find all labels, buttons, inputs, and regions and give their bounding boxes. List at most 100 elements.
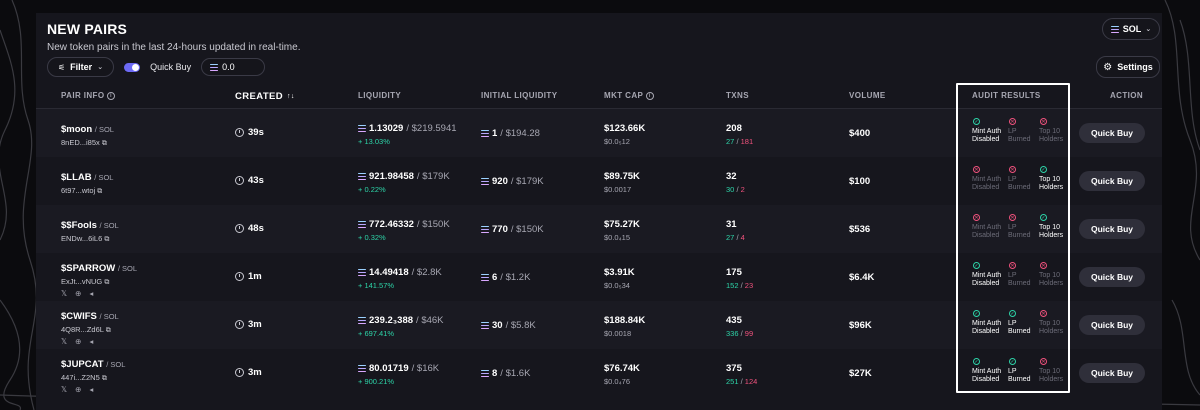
audit-lp: ✓ LP Burned <box>1008 310 1040 336</box>
mkt-cap-value: $3.91K <box>604 267 635 278</box>
mkt-cap-value: $89.75K <box>604 171 640 182</box>
copy-icon[interactable]: ⧉ <box>101 375 107 382</box>
chevron-down-icon: ⌄ <box>97 64 104 71</box>
quick-buy-toggle[interactable] <box>124 62 141 72</box>
check-circle-icon: ✓ <box>973 118 980 125</box>
audit-top10: ✕ Top 10 Holders <box>1039 358 1071 384</box>
quick-buy-button[interactable]: Quick Buy <box>1079 123 1145 143</box>
copy-icon[interactable]: ⧉ <box>101 140 107 147</box>
copy-icon[interactable]: ⧉ <box>97 188 103 195</box>
column-header-action: ACTION <box>1110 91 1144 100</box>
quick-buy-button[interactable]: Quick Buy <box>1079 267 1145 287</box>
audit-mint: ✓ Mint Auth Disabled <box>972 310 1004 336</box>
audit-label: Mint Auth Disabled <box>972 368 1002 383</box>
filter-button[interactable]: ⚟ Filter ⌄ <box>47 57 115 77</box>
solana-icon <box>358 269 366 277</box>
token-price: $0.0₄76 <box>604 377 631 386</box>
liquidity-change: + 0.32% <box>358 233 386 242</box>
copy-icon[interactable]: ⧉ <box>104 236 110 243</box>
quick-buy-label: Quick Buy <box>150 62 192 72</box>
txns-buys: 30 <box>726 185 735 194</box>
txns-sells: 99 <box>744 329 754 338</box>
x-circle-icon: ✕ <box>973 214 980 221</box>
column-header-volume: VOLUME <box>849 91 886 100</box>
liquidity-cell: 239.2₃388/ $46K + 697.41% <box>358 315 444 338</box>
pair-info-cell[interactable]: $SPARROW / SOL ExJt...vNUG ⧉ 𝕏 ⊕ ◂ <box>61 263 138 298</box>
x-circle-icon: ✕ <box>973 166 980 173</box>
chain-selector-button[interactable]: SOL ⌄ <box>1102 18 1160 40</box>
social-links[interactable]: 𝕏 ⊕ ◂ <box>61 337 97 346</box>
x-circle-icon: ✕ <box>1009 262 1016 269</box>
audit-label: Top 10 Holders <box>1039 224 1064 239</box>
token-chain: SOL <box>122 264 138 273</box>
table-row[interactable]: $moon / SOL 8nED...i85x ⧉ 39s 1.13029/ $… <box>36 109 1162 157</box>
table-row[interactable]: $LLAB / SOL 6t97...wtoj ⧉ 43s 921.98458/… <box>36 157 1162 205</box>
audit-lp: ✓ LP Burned <box>1008 358 1040 384</box>
token-address: 447i...Z2N5 <box>61 373 100 382</box>
pair-info-cell[interactable]: $CWIFS / SOL 4Q8R...Zd6L ⧉ 𝕏 ⊕ ◂ <box>61 311 119 346</box>
table-row[interactable]: $SPARROW / SOL ExJt...vNUG ⧉ 𝕏 ⊕ ◂ 1m 14… <box>36 253 1162 301</box>
solana-icon <box>481 226 489 234</box>
info-icon: i <box>645 91 654 100</box>
settings-button[interactable]: ⚙ Settings <box>1096 56 1160 78</box>
quick-buy-button[interactable]: Quick Buy <box>1079 219 1145 239</box>
txns-buys: 336 <box>726 329 739 338</box>
created-cell: 48s <box>235 223 264 234</box>
token-symbol: $moon <box>61 124 93 135</box>
quick-buy-amount-value: 0.0 <box>222 62 235 72</box>
quick-buy-button[interactable]: Quick Buy <box>1079 363 1145 383</box>
audit-label: LP Burned <box>1008 224 1031 239</box>
table-row[interactable]: $CWIFS / SOL 4Q8R...Zd6L ⧉ 𝕏 ⊕ ◂ 3m 239.… <box>36 301 1162 349</box>
token-chain: SOL <box>103 312 119 321</box>
txns-buys: 27 <box>726 233 735 242</box>
social-links[interactable]: 𝕏 ⊕ ◂ <box>61 385 97 394</box>
new-pairs-panel: NEW PAIRS New token pairs in the last 24… <box>36 13 1162 410</box>
table-row[interactable]: $$Fools / SOL ENDw...6iL6 ⧉ 48s 772.4633… <box>36 205 1162 253</box>
initial-liquidity-cell: 920 / $179K <box>481 176 544 187</box>
mkt-cap-cell: $188.84K $0.0018 <box>604 315 645 338</box>
pair-info-cell[interactable]: $moon / SOL 8nED...i85x ⧉ <box>61 124 114 147</box>
token-address: ExJt...vNUG <box>61 277 103 286</box>
audit-label: LP Burned <box>1008 176 1031 191</box>
created-age: 1m <box>248 271 262 282</box>
created-cell: 3m <box>235 319 262 330</box>
solana-icon <box>481 322 489 330</box>
quick-buy-amount-input[interactable]: 0.0 <box>201 58 266 76</box>
panel-header: NEW PAIRS New token pairs in the last 24… <box>47 21 300 53</box>
social-links[interactable]: 𝕏 ⊕ ◂ <box>61 289 97 298</box>
x-circle-icon: ✕ <box>1040 358 1047 365</box>
header-divider <box>36 108 1162 109</box>
copy-icon[interactable]: ⧉ <box>105 327 111 334</box>
pair-info-cell[interactable]: $JUPCAT / SOL 447i...Z2N5 ⧉ 𝕏 ⊕ ◂ <box>61 359 126 394</box>
txns-buys: 152 <box>726 281 739 290</box>
created-cell: 43s <box>235 175 264 186</box>
page-title: NEW PAIRS <box>47 21 128 37</box>
txns-total: 175 <box>726 267 742 278</box>
column-header-liquidity: LIQUIDITY <box>358 91 402 100</box>
token-price: $0.0₅12 <box>604 137 630 146</box>
txns-sells: 181 <box>740 137 754 146</box>
solana-icon <box>358 317 366 325</box>
pair-info-cell[interactable]: $LLAB / SOL 6t97...wtoj ⧉ <box>61 172 114 195</box>
quick-buy-button[interactable]: Quick Buy <box>1079 315 1145 335</box>
check-circle-icon: ✓ <box>1040 214 1047 221</box>
initial-liquidity-cell: 770 / $150K <box>481 224 544 235</box>
solana-icon <box>358 173 366 181</box>
mkt-cap-value: $75.27K <box>604 219 640 230</box>
filter-sliders-icon: ⚟ <box>58 62 66 72</box>
pair-info-cell[interactable]: $$Fools / SOL ENDw...6iL6 ⧉ <box>61 220 119 243</box>
solana-icon <box>358 125 366 133</box>
copy-icon[interactable]: ⧉ <box>104 279 110 286</box>
quick-buy-button[interactable]: Quick Buy <box>1079 171 1145 191</box>
txns-total: 375 <box>726 363 742 374</box>
token-symbol: $SPARROW <box>61 263 116 274</box>
column-header-created[interactable]: CREATED ↑↓ <box>235 91 295 102</box>
initial-liquidity-sol: 30 <box>492 320 503 331</box>
solana-icon <box>481 178 489 186</box>
table-row[interactable]: $JUPCAT / SOL 447i...Z2N5 ⧉ 𝕏 ⊕ ◂ 3m 80.… <box>36 349 1162 397</box>
column-header-txns: TXNS <box>726 91 749 100</box>
liquidity-sol: 921.98458 <box>369 171 414 182</box>
initial-liquidity-sol: 1 <box>492 128 498 139</box>
token-chain: SOL <box>98 125 114 134</box>
liquidity-usd: $150K <box>422 219 450 230</box>
